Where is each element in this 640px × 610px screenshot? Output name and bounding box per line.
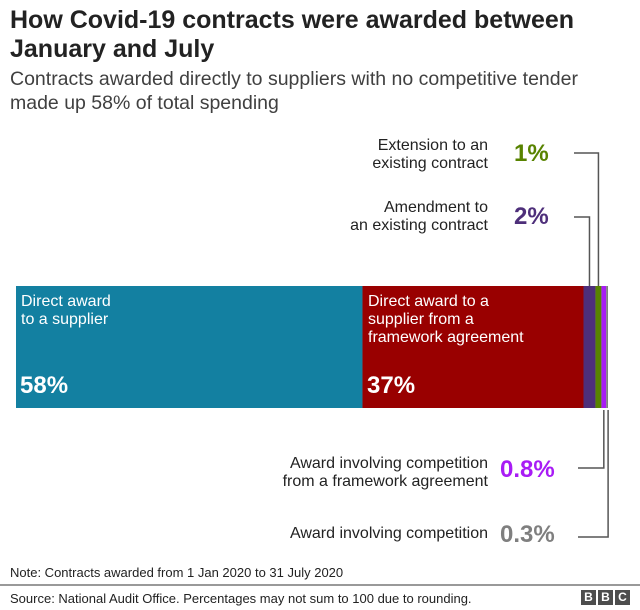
pct-amendment: 2% [514, 203, 549, 230]
segment-label-direct: Direct award to a supplier [21, 293, 111, 328]
chart-title: How Covid-19 contracts were awarded betw… [10, 6, 575, 63]
segment-label-framework: Direct award to a supplier from a framew… [368, 293, 524, 346]
chart-subtitle: Contracts awarded directly to suppliers … [10, 68, 578, 114]
bar-segment [595, 286, 602, 408]
label-competition: Award involving competition [289, 525, 488, 542]
connector-line [578, 410, 605, 469]
connector-line [578, 410, 609, 538]
logo-letter: C [615, 590, 630, 605]
footnote: Note: Contracts awarded from 1 Jan 2020 … [10, 565, 344, 580]
bar-segment [606, 286, 608, 408]
label-amendment: Amendment to an existing contract [350, 199, 488, 234]
connector-line [574, 216, 591, 286]
pct-extension: 1% [514, 140, 549, 167]
segment-pct-framework: 37% [367, 372, 416, 399]
label-extension: Extension to an existing contract [372, 137, 488, 172]
segment-pct-direct: 58% [20, 372, 69, 399]
pct-competition: 0.3% [500, 521, 555, 548]
label-competition-framework: Award involving competition from a frame… [282, 455, 488, 490]
logo-letter: B [598, 590, 613, 605]
bar-segment [601, 286, 607, 408]
bbc-logo: B B C [581, 590, 630, 605]
source: Source: National Audit Office. Percentag… [10, 591, 472, 606]
bar-segment [16, 286, 363, 408]
divider [0, 584, 640, 586]
logo-letter: B [581, 590, 596, 605]
bar-segment [362, 286, 584, 408]
connector-line [574, 152, 600, 286]
pct-competition-framework: 0.8% [500, 456, 555, 483]
bar-segment [583, 286, 596, 408]
